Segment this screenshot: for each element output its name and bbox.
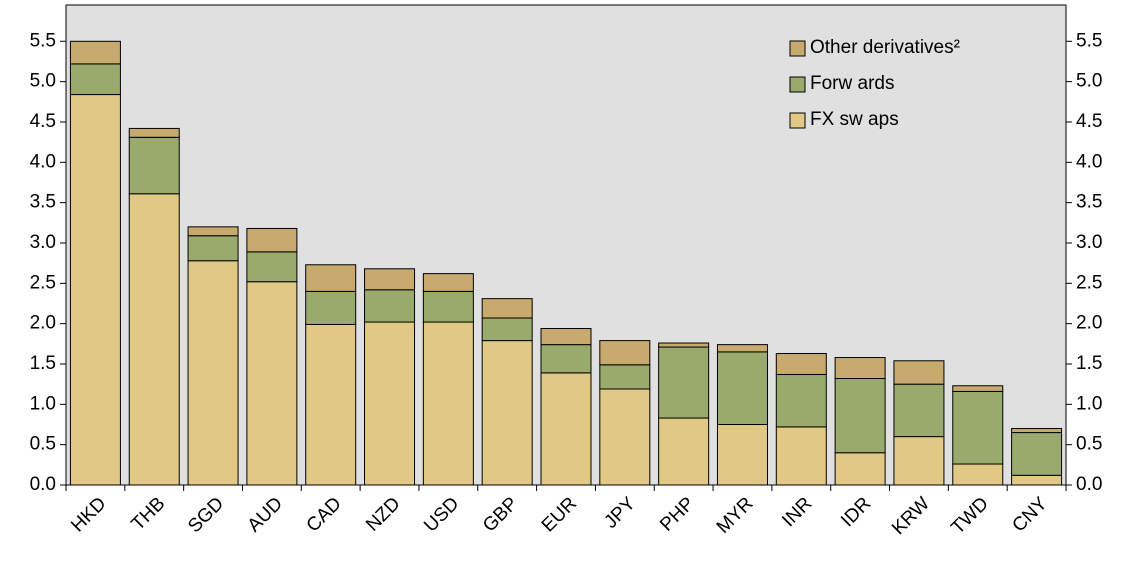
y-tick-label: 2.5: [30, 272, 56, 293]
x-tick-label: EUR: [538, 493, 581, 536]
x-tick-label: KRW: [888, 493, 934, 539]
bar-segment: [658, 417, 710, 486]
x-tick-label: GBP: [479, 493, 522, 536]
legend-swatch: [789, 40, 806, 57]
y2-tick-label: 3.0: [1076, 232, 1102, 253]
bar-segment: [128, 127, 180, 138]
bar-segment: [422, 321, 474, 486]
y-tick-label: 1.0: [30, 393, 56, 414]
bar-segment: [69, 94, 121, 486]
y2-tick-label: 2.5: [1076, 272, 1102, 293]
bar-segment: [481, 317, 533, 342]
y-tick-label: 0.0: [30, 474, 56, 495]
bar-segment: [599, 364, 651, 390]
x-tick-label: JPY: [600, 493, 640, 533]
bar-segment: [658, 346, 710, 419]
x-tick-label: NZD: [362, 493, 404, 535]
bar-segment: [69, 40, 121, 65]
y-tick-label: 1.5: [30, 353, 56, 374]
bar-segment: [305, 290, 357, 325]
bar-segment: [952, 463, 1004, 486]
bar-segment: [128, 136, 180, 195]
bar-segment: [658, 342, 710, 348]
bar-segment: [481, 340, 533, 486]
bar-segment: [246, 251, 298, 283]
y-tick-label: 3.5: [30, 192, 56, 213]
bar-segment: [1011, 474, 1063, 486]
bar-segment: [1011, 432, 1063, 476]
y2-tick-label: 2.0: [1076, 313, 1102, 334]
bar-segment: [187, 226, 239, 237]
bar-segment: [481, 298, 533, 319]
bar-segment: [364, 289, 416, 323]
bar-segment: [540, 344, 592, 374]
y-tick-label: 4.5: [30, 111, 56, 132]
bar-segment: [422, 290, 474, 323]
bar-segment: [834, 452, 886, 486]
x-tick-label: THB: [128, 493, 170, 535]
bar-segment: [187, 235, 239, 262]
bar-segment: [599, 340, 651, 366]
y2-tick-label: 4.0: [1076, 151, 1102, 172]
y2-tick-label: 4.5: [1076, 111, 1102, 132]
x-tick-label: PHP: [656, 493, 698, 535]
bar-segment: [834, 357, 886, 380]
bar-segment: [775, 353, 827, 375]
bar-segment: [599, 388, 651, 486]
y-tick-label: 0.5: [30, 434, 56, 455]
legend-swatch: [789, 76, 806, 93]
bar-segment: [952, 385, 1004, 392]
bar-segment: [128, 193, 180, 486]
x-tick-label: INR: [778, 493, 816, 531]
bar-segment: [305, 264, 357, 292]
bar-segment: [952, 390, 1004, 465]
legend-label: Forw ards: [810, 73, 894, 94]
x-tick-label: IDR: [837, 493, 875, 531]
bar-segment: [364, 321, 416, 486]
bar-segment: [893, 360, 945, 385]
x-tick-label: CAD: [303, 493, 346, 536]
y2-tick-label: 5.0: [1076, 71, 1102, 92]
y-tick-label: 5.5: [30, 30, 56, 51]
bar-segment: [716, 423, 768, 486]
bar-segment: [69, 63, 121, 96]
legend-label: Other derivatives²: [810, 37, 960, 58]
bar-segment: [716, 344, 768, 353]
y2-tick-label: 1.0: [1076, 393, 1102, 414]
bar-segment: [246, 281, 298, 486]
bar-segment: [540, 327, 592, 346]
x-tick-label: AUD: [244, 493, 287, 536]
x-tick-label: MYR: [713, 493, 758, 538]
bar-segment: [716, 351, 768, 425]
bar-segment: [775, 426, 827, 486]
x-tick-label: TWD: [947, 493, 992, 538]
bar-segment: [246, 227, 298, 253]
bar-segment: [834, 378, 886, 454]
bar-segment: [540, 372, 592, 486]
bar-segment: [893, 383, 945, 438]
y-tick-label: 4.0: [30, 151, 56, 172]
y-tick-label: 2.0: [30, 313, 56, 334]
x-tick-label: SGD: [184, 493, 228, 537]
bar-segment: [1011, 428, 1063, 434]
y2-tick-label: 0.0: [1076, 474, 1102, 495]
x-tick-label: HKD: [67, 493, 110, 536]
legend-swatch: [789, 112, 806, 129]
y-tick-label: 5.0: [30, 71, 56, 92]
bar-segment: [364, 268, 416, 291]
bar-segment: [775, 373, 827, 428]
x-tick-label: CNY: [1008, 493, 1051, 536]
y-tick-label: 3.0: [30, 232, 56, 253]
bar-segment: [305, 323, 357, 486]
y2-tick-label: 5.5: [1076, 30, 1102, 51]
bar-segment: [422, 273, 474, 292]
y2-tick-label: 0.5: [1076, 434, 1102, 455]
legend-label: FX sw aps: [810, 109, 899, 130]
bar-segment: [893, 436, 945, 486]
bar-segment: [187, 260, 239, 486]
y2-tick-label: 3.5: [1076, 192, 1102, 213]
x-tick-label: USD: [420, 493, 463, 536]
y2-tick-label: 1.5: [1076, 353, 1102, 374]
